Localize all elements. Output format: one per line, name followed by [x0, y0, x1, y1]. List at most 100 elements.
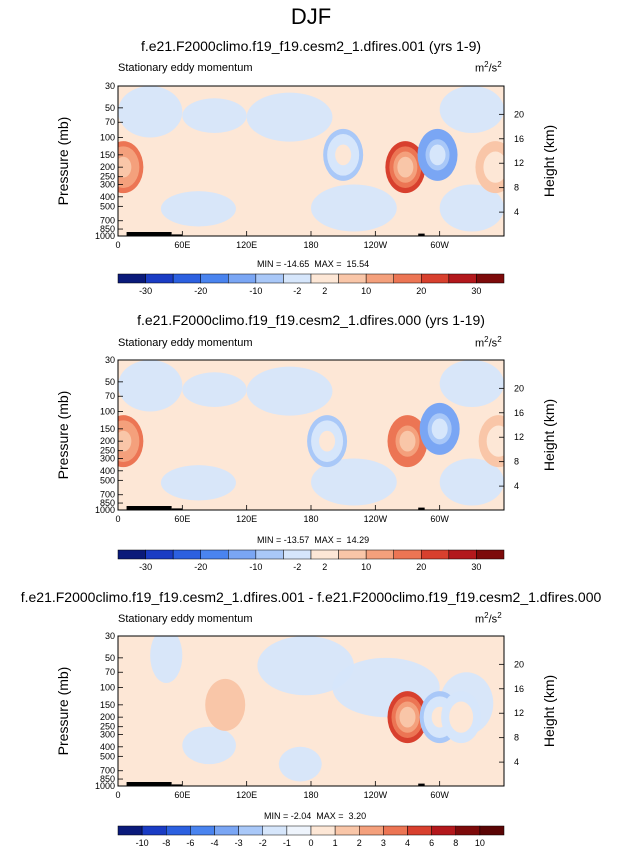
y-tick-label: 400 — [100, 192, 115, 202]
topography — [126, 232, 172, 236]
y-tick-label: 200 — [100, 712, 115, 722]
x-tick-label: 60E — [174, 790, 190, 800]
panel-2-units: m2/s2 — [475, 335, 502, 350]
x-tick-label: 120E — [236, 790, 257, 800]
y-tick-label: 700 — [100, 216, 115, 226]
colorbar-label: 20 — [416, 286, 426, 296]
x-tick-label: 60W — [430, 514, 449, 524]
colorbar-box — [365, 273, 394, 284]
field-region — [150, 636, 183, 683]
topography — [418, 233, 425, 236]
colorbar-box — [214, 825, 239, 836]
colorbar-box — [166, 825, 191, 836]
colorbar-box — [448, 273, 477, 284]
y2-tick-label: 16 — [514, 408, 524, 418]
y-axis-label: Pressure (mb) — [55, 391, 71, 480]
colorbar-label: -6 — [186, 838, 194, 848]
y-tick-label: 850 — [100, 774, 115, 784]
colorbar-box — [117, 273, 146, 284]
colorbar-label: 10 — [475, 838, 485, 848]
colorbar-label: -10 — [136, 838, 149, 848]
field-layer — [118, 86, 504, 236]
panel-1-colorbar: -30 -20 -10 -2 2 10 20 30 — [117, 273, 505, 304]
y-tick-label: 50 — [105, 103, 115, 113]
colorbar-box — [262, 825, 288, 836]
y2-tick-label: 12 — [514, 432, 524, 442]
y2-axis-label: Height (km) — [541, 675, 557, 747]
y2-tick-label: 4 — [514, 757, 519, 767]
panel-1-plot: 30 50 70 100 150 200 250 300 400 500 700 850 1000 4 8 1… — [0, 78, 622, 268]
y2-axis-label: Height (km) — [541, 125, 557, 197]
y-tick-label: 400 — [100, 466, 115, 476]
y-tick-label: 30 — [105, 81, 115, 91]
y-tick-label: 400 — [100, 742, 115, 752]
field-layer — [118, 360, 504, 510]
feature-4-contour — [429, 144, 446, 166]
colorbar-label: 2 — [357, 838, 362, 848]
feature-4-contour — [431, 418, 448, 440]
y-tick-label: 150 — [100, 424, 115, 434]
y2-tick-label: 16 — [514, 684, 524, 694]
y-tick-label: 850 — [100, 498, 115, 508]
colorbar-label: -10 — [249, 286, 262, 296]
panel-1-svg: 3050701001502002503004005007008501000481… — [55, 81, 557, 250]
y-tick-label: 500 — [100, 751, 115, 761]
y-tick-label: 150 — [100, 150, 115, 160]
colorbar-box — [200, 549, 229, 560]
x-tick-label: 0 — [115, 790, 120, 800]
x-tick-label: 120E — [236, 240, 257, 250]
feature-3-contour — [453, 706, 470, 728]
colorbar-label: 30 — [471, 562, 481, 572]
colorbar-box — [365, 549, 394, 560]
field-region — [439, 184, 504, 232]
colorbar-box — [255, 549, 284, 560]
colorbar-label: 2 — [322, 562, 327, 572]
colorbar-box — [145, 549, 174, 560]
y-tick-label: 100 — [100, 407, 115, 417]
x-tick-label: 180 — [303, 514, 318, 524]
panel-3-svg: 3050701001502002503004005007008501000481… — [55, 631, 557, 800]
feature-1-contour — [118, 430, 132, 452]
y2-axis-label: Height (km) — [541, 399, 557, 471]
colorbar-label: 6 — [429, 838, 434, 848]
y-tick-label: 70 — [105, 391, 115, 401]
field-region — [182, 98, 247, 133]
y-tick-label: 250 — [100, 722, 115, 732]
x-tick-label: 60W — [430, 790, 449, 800]
y-tick-label: 850 — [100, 224, 115, 234]
colorbar-box — [283, 549, 312, 560]
y-tick-label: 1000 — [95, 781, 115, 791]
colorbar-label: 0 — [308, 838, 313, 848]
panel-2-minmax: MIN = -13.57 MAX = 14.29 — [257, 535, 370, 545]
panel-1-minmax: MIN = -14.65 MAX = 15.54 — [257, 259, 370, 269]
colorbar-box — [421, 273, 450, 284]
colorbar-svg: -30 -20 -10 -2 2 10 20 30 — [117, 549, 505, 572]
field-region — [182, 726, 236, 765]
colorbar-box — [190, 825, 215, 836]
colorbar-label: -2 — [293, 286, 301, 296]
colorbar-label: -4 — [210, 838, 218, 848]
colorbar-svg: -10 -8 -6 -4 -3 -2 -1 0 1 2 3 4 6 8 10 — [117, 825, 505, 848]
feature-5-contour — [487, 156, 504, 178]
colorbar-box — [238, 825, 263, 836]
x-tick-label: 60E — [174, 514, 190, 524]
x-tick-label: 0 — [115, 240, 120, 250]
x-tick-label: 60W — [430, 240, 449, 250]
panel-3-title: f.e21.F2000climo.f19_f19.cesm2_1.dfires.… — [20, 589, 602, 605]
y-axis-label: Pressure (mb) — [55, 117, 71, 206]
y-tick-label: 1000 — [95, 505, 115, 515]
feature-2-contour — [319, 430, 336, 452]
y-tick-label: 50 — [105, 377, 115, 387]
y-tick-label: 700 — [100, 490, 115, 500]
y2-tick-label: 8 — [514, 183, 519, 193]
y-tick-label: 150 — [100, 700, 115, 710]
topography — [418, 507, 425, 510]
panel-2-subtitle: Stationary eddy momentum — [118, 337, 253, 349]
field-region — [246, 366, 333, 416]
colorbar-svg: -30 -20 -10 -2 2 10 20 30 — [117, 273, 505, 296]
y-tick-label: 250 — [100, 172, 115, 182]
feature-1-contour — [399, 706, 416, 728]
colorbar-box — [286, 825, 312, 836]
colorbar-label: -1 — [283, 838, 291, 848]
colorbar-box — [228, 273, 257, 284]
